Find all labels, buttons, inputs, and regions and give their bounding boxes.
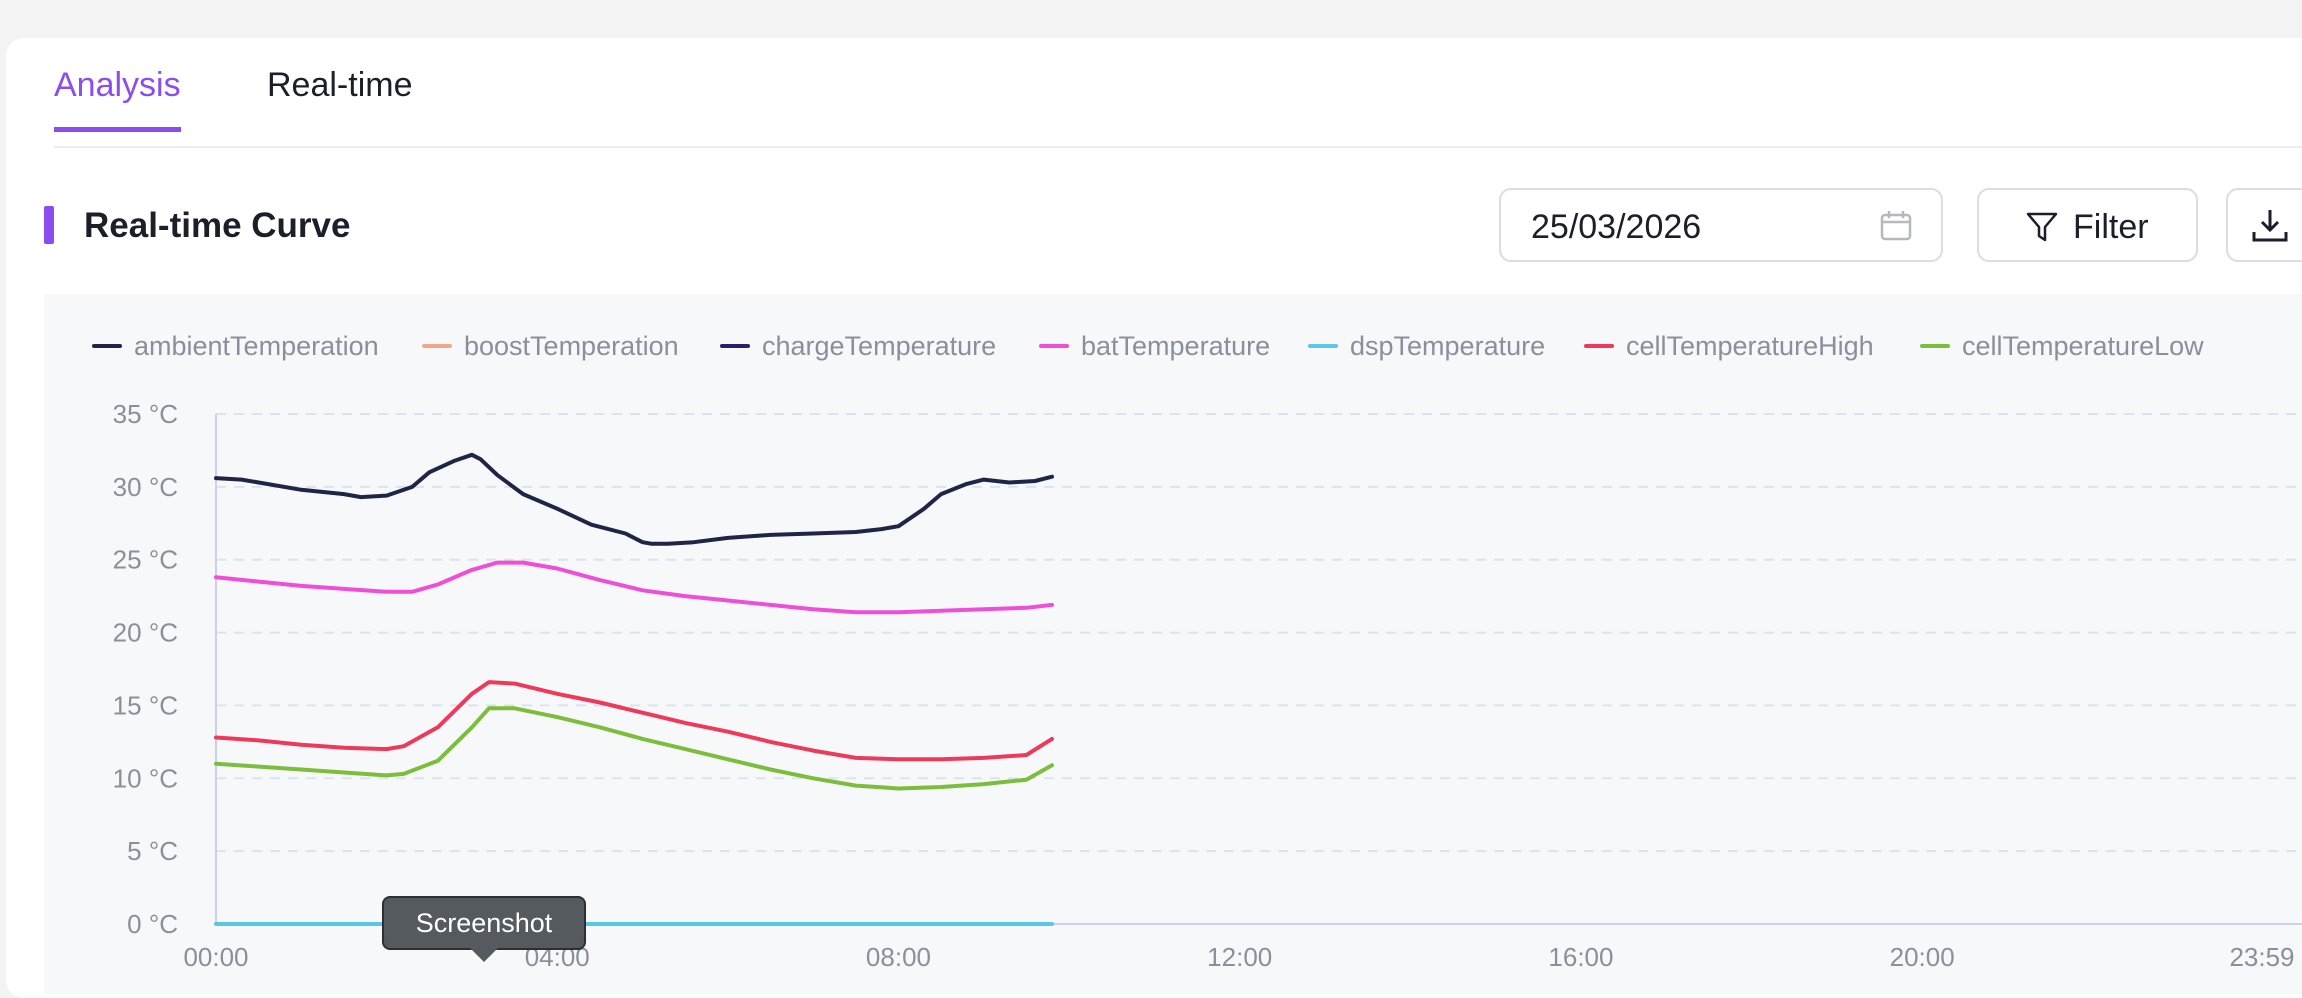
legend-label: boostTemperation <box>464 331 679 361</box>
tab-bar: Analysis Real-time <box>54 66 2302 148</box>
date-picker-input[interactable]: 25/03/2026 <box>1499 188 1943 262</box>
y-tick-label: 25 °C <box>113 545 178 575</box>
screenshot-tooltip: Screenshot <box>382 896 586 950</box>
filter-button[interactable]: Filter <box>1977 188 2198 262</box>
section-title: Real-time Curve <box>84 206 351 245</box>
series-line-ambientTemperation <box>214 452 1054 546</box>
series-line-cellTemperatureHigh <box>214 680 1054 762</box>
download-icon <box>2250 206 2290 251</box>
legend-label: dspTemperature <box>1350 331 1545 361</box>
y-tick-label: 0 °C <box>127 909 178 939</box>
legend-label: cellTemperatureHigh <box>1626 331 1874 361</box>
y-tick-label: 20 °C <box>113 618 178 648</box>
y-tick-label: 5 °C <box>127 836 178 866</box>
legend-label: ambientTemperation <box>134 331 379 361</box>
x-tick-label: 12:00 <box>1207 942 1272 972</box>
y-tick-label: 10 °C <box>113 763 178 793</box>
download-button[interactable] <box>2226 188 2302 262</box>
y-tick-label: 30 °C <box>113 472 178 502</box>
series-line-cellTemperatureLow <box>214 706 1054 791</box>
date-value: 25/03/2026 <box>1531 208 1702 246</box>
calendar-icon <box>1879 209 1913 248</box>
legend-label: cellTemperatureLow <box>1962 331 2204 361</box>
x-tick-label: 08:00 <box>866 942 931 972</box>
y-tick-label: 35 °C <box>113 399 178 429</box>
x-tick-label: 23:59 <box>2229 942 2294 972</box>
y-tick-label: 15 °C <box>113 690 178 720</box>
x-tick-label: 16:00 <box>1548 942 1613 972</box>
legend-label: chargeTemperature <box>762 331 996 361</box>
x-tick-label: 20:00 <box>1890 942 1955 972</box>
funnel-icon <box>2025 210 2059 249</box>
filter-label: Filter <box>2073 208 2149 246</box>
x-tick-label: 00:00 <box>183 942 248 972</box>
temperature-chart: 0 °C 5 °C 10 °C 15 °C 20 °C 25 °C 30 °C 35 °C 00… <box>92 331 2302 972</box>
chart-area: 0 °C 5 °C 10 °C 15 °C 20 °C 25 °C 30 °C 35 °C 00… <box>44 294 2302 994</box>
tab-analysis[interactable]: Analysis <box>54 66 181 132</box>
legend-label: batTemperature <box>1081 331 1270 361</box>
tab-real-time[interactable]: Real-time <box>267 66 413 104</box>
tooltip-arrow <box>470 948 498 962</box>
series-line-batTemperature <box>214 560 1054 615</box>
section-accent-bar <box>44 206 54 244</box>
